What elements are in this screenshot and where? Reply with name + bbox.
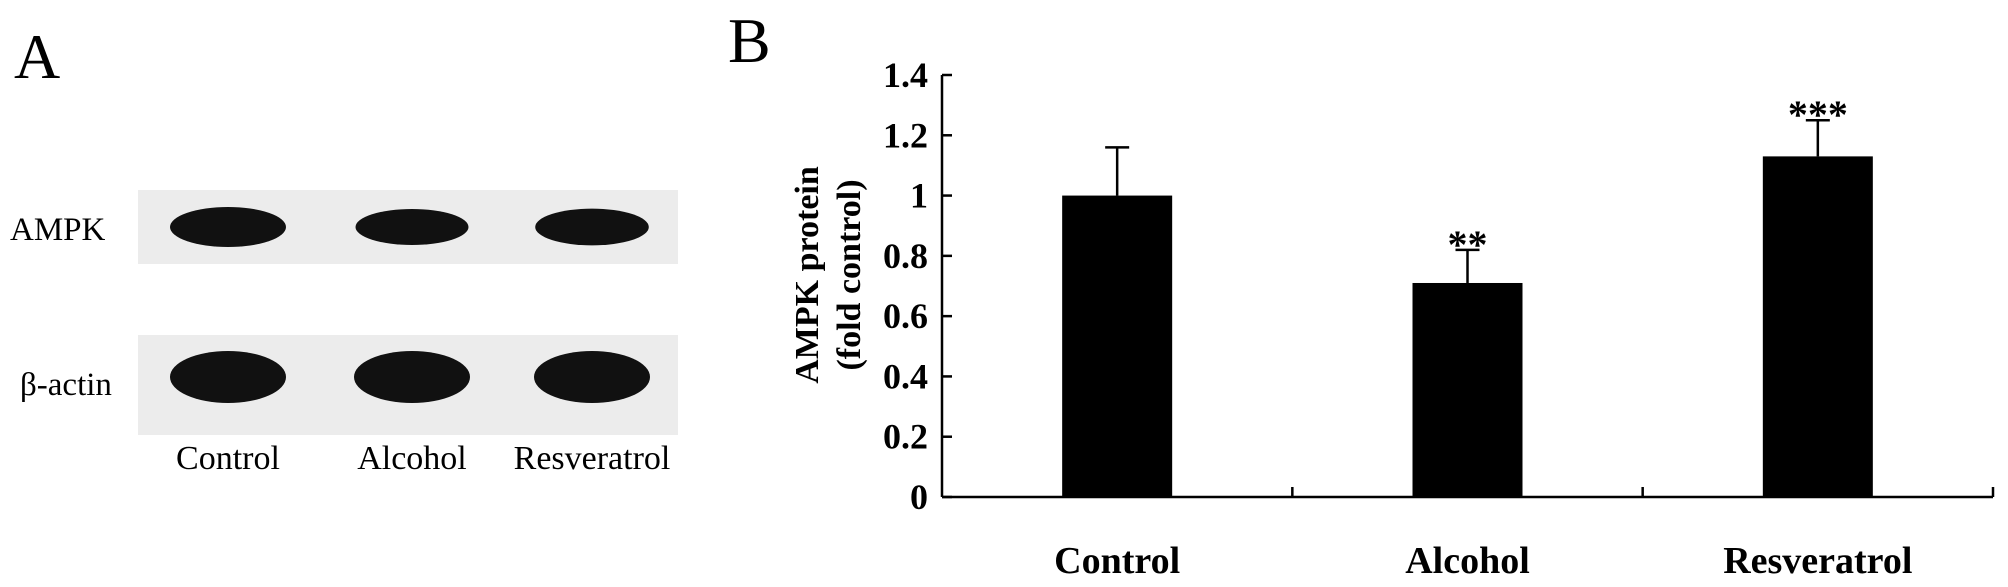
bars-group (1062, 156, 1873, 498)
category-labels: Control Alcohol Resveratrol (1054, 540, 1912, 582)
significance-alcohol: ** (1448, 222, 1488, 267)
category-label-alcohol: Alcohol (1405, 540, 1530, 582)
band-actin-alcohol (354, 351, 470, 403)
lane-label-alcohol: Alcohol (357, 440, 467, 477)
y-tick-label: 1.4 (883, 55, 928, 95)
y-axis-ticks: 0 0.2 0.4 0.6 0.8 1 1.2 1.4 (883, 55, 952, 517)
western-blot (138, 190, 678, 435)
bar-control (1062, 195, 1173, 498)
lane-label-control: Control (176, 440, 280, 477)
significance-labels: ***** (1448, 92, 1848, 267)
y-axis-title-line1: AMPK protein (789, 166, 826, 384)
band-actin-resveratrol (534, 351, 650, 403)
y-tick-label: 0.2 (883, 417, 928, 457)
y-tick-label: 1.2 (883, 115, 928, 155)
y-axis-title-line2: (fold control) (831, 179, 868, 370)
y-tick-label: 0 (910, 477, 928, 517)
band-actin-control (170, 351, 286, 403)
x-axis-ticks (1291, 487, 1995, 497)
band-ampk-control (170, 207, 286, 247)
y-tick-label: 1 (910, 176, 928, 216)
error-bars-group (1105, 118, 1830, 283)
blot-bands (170, 207, 650, 403)
bar-resveratrol (1762, 156, 1873, 497)
category-label-control: Control (1054, 540, 1180, 582)
y-tick-label: 0.8 (883, 236, 928, 276)
category-label-resveratrol: Resveratrol (1723, 540, 1912, 582)
ampk-row-label: AMPK (10, 212, 106, 248)
panel-a-letter: A (14, 21, 60, 92)
lane-label-resveratrol: Resveratrol (514, 440, 671, 477)
panel-b-letter: B (728, 5, 771, 76)
y-axis-title: AMPK protein (fold control) (789, 166, 868, 384)
bar-alcohol (1412, 282, 1523, 497)
significance-resveratrol: *** (1788, 92, 1848, 137)
band-ampk-resveratrol (535, 208, 649, 246)
band-ampk-alcohol (355, 209, 469, 245)
actin-row-label: β-actin (20, 367, 112, 403)
y-tick-label: 0.4 (883, 356, 928, 396)
y-tick-label: 0.6 (883, 296, 928, 336)
